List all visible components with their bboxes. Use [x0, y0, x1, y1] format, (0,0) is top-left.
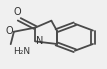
Text: N: N	[36, 36, 44, 46]
Text: H₂N: H₂N	[13, 47, 30, 56]
Text: O: O	[13, 7, 21, 17]
Text: O: O	[6, 26, 13, 36]
